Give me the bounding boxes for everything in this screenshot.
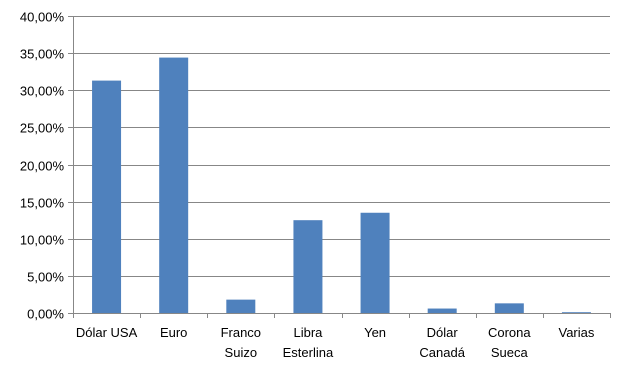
x-tick-label: Yen xyxy=(364,325,386,340)
gridlines xyxy=(73,16,610,277)
x-tick-label: Franco Suizo xyxy=(221,325,261,360)
bars xyxy=(92,57,591,313)
x-tick-label: Corona Sueca xyxy=(488,325,531,360)
x-tick-label: Dólar Canadá xyxy=(419,325,465,360)
bar xyxy=(159,57,189,313)
bar xyxy=(360,212,390,313)
axes xyxy=(68,16,611,318)
x-tick-label: Dólar USA xyxy=(76,325,138,340)
x-tick-label: Euro xyxy=(160,325,187,340)
x-tick-labels: Dólar USA Euro Franco Suizo Libra Esterlina Ye… xyxy=(76,325,595,360)
bar xyxy=(226,299,256,313)
y-tick-label: 30,00% xyxy=(20,84,65,99)
y-tick-labels: 0,00% 5,00% 10,00% 15,00% 20,00% 25,00% 30,00%… xyxy=(20,10,65,322)
bar xyxy=(427,308,457,313)
y-tick-label: 20,00% xyxy=(20,159,65,174)
x-tick-label: Varias xyxy=(558,325,594,340)
y-tick-label: 10,00% xyxy=(20,233,65,248)
y-tick-label: 5,00% xyxy=(27,270,64,285)
y-tick-label: 0,00% xyxy=(27,307,64,322)
bar xyxy=(293,220,323,313)
x-tick-label: Libra Esterlina xyxy=(283,325,334,360)
y-tick-label: 15,00% xyxy=(20,196,65,211)
y-tick-label: 35,00% xyxy=(20,47,65,62)
y-tick-label: 40,00% xyxy=(20,10,65,25)
y-tick-label: 25,00% xyxy=(20,121,65,136)
bar xyxy=(92,80,122,313)
bar xyxy=(494,303,524,313)
bar xyxy=(561,312,591,313)
